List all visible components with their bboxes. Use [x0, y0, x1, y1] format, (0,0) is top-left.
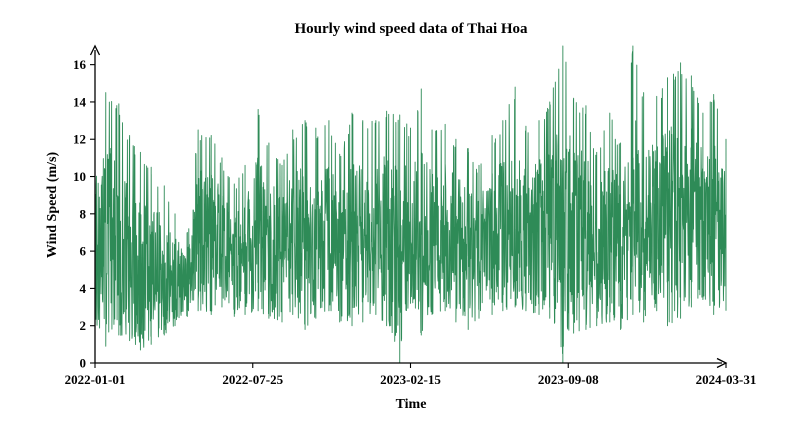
x-axis-label: Time [396, 397, 427, 412]
chart-title: Hourly wind speed data of Thai Hoa [294, 21, 528, 37]
wind-speed-series-line [94, 45, 727, 364]
x-tick-label: 2024-03-31 [696, 372, 757, 387]
y-tick-label: 4 [80, 281, 87, 296]
y-axis-arrow-icon [89, 44, 101, 56]
y-tick-label: 8 [80, 206, 87, 221]
x-tick-label: 2022-07-25 [222, 372, 283, 387]
y-tick-label: 0 [80, 356, 87, 371]
y-tick-label: 2 [80, 318, 87, 333]
x-tick-label: 2022-01-01 [65, 372, 126, 387]
y-tick-label: 14 [73, 94, 87, 109]
y-tick-label: 10 [73, 169, 86, 184]
y-tick-label: 12 [73, 132, 86, 147]
series-group [94, 45, 727, 364]
y-ticks: 0 2 4 6 8 10 12 14 16 [73, 57, 95, 371]
y-tick-label: 16 [73, 57, 87, 72]
y-tick-label: 6 [80, 244, 87, 259]
x-tick-label: 2023-02-15 [380, 372, 441, 387]
y-axis-label: Wind Speed (m/s) [45, 152, 60, 259]
x-tick-label: 2023-09-08 [538, 372, 599, 387]
x-ticks: 2022-01-01 2022-07-25 2023-02-15 2023-09-08… [65, 363, 757, 387]
